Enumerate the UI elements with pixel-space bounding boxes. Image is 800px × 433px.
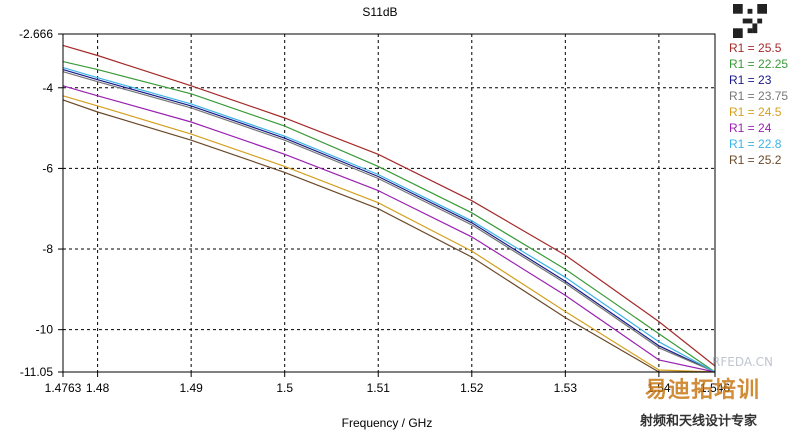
x-tick-label: 1.49 (179, 381, 203, 395)
series-line (62, 85, 716, 373)
legend-entry: R1 = 22.25 (729, 57, 788, 71)
watermark-brand: 易迪拓培训 (645, 378, 761, 403)
x-axis-ticks: 1.4763 1.48 1.49 1.5 1.51 1.52 1.53 1.54 1.546 (45, 372, 730, 395)
chart-title: S11dB (362, 5, 397, 19)
legend-entry: R1 = 22.8 (729, 137, 782, 151)
legend-entry: R1 = 23.75 (729, 89, 788, 103)
series-lines (62, 44, 716, 373)
legend-entry: R1 = 23 (729, 73, 772, 87)
y-tick-label: -11.05 (20, 365, 53, 379)
y-axis-ticks: -2.666 -4 -6 -8 -10 -11.05 (19, 27, 63, 379)
plot-area (63, 34, 715, 372)
x-tick-label: 1.52 (460, 381, 484, 395)
y-tick-label: -10 (36, 323, 54, 337)
series-line (62, 61, 716, 373)
legend-entry: R1 = 24.5 (729, 105, 782, 119)
legend-entry: R1 = 24 (729, 121, 772, 135)
x-tick-label: 1.53 (554, 381, 578, 395)
x-axis-title: Frequency / GHz (342, 416, 433, 430)
grid (63, 34, 715, 372)
watermark-slogan: 射频和天线设计专家 (640, 414, 758, 429)
y-tick-label: -8 (42, 242, 53, 256)
legend-entry: R1 = 25.2 (729, 153, 782, 167)
x-tick-label: 1.4763 (45, 381, 82, 395)
y-tick-label: -6 (42, 161, 53, 175)
series-line (62, 95, 716, 373)
x-tick-label: 1.5 (276, 381, 293, 395)
series-line (62, 71, 716, 373)
qr-code-icon (733, 4, 767, 38)
series-line (62, 69, 716, 373)
x-tick-label: 1.54 (647, 381, 671, 395)
y-tick-label: -2.666 (19, 27, 53, 41)
series-line (62, 99, 715, 373)
x-tick-label: 1.48 (86, 381, 110, 395)
legend-entry: R1 = 25.5 (729, 41, 782, 55)
legend: R1 = 25.5 R1 = 22.25 R1 = 23 R1 = 23.75 R1 =… (729, 41, 788, 167)
y-tick-label: -4 (42, 81, 53, 95)
series-line (62, 44, 716, 367)
series-line (62, 67, 716, 373)
x-tick-label: 1.546 (700, 381, 730, 395)
watermark-url: RFEDA.CN (712, 355, 774, 369)
plot-border (62, 33, 716, 373)
x-tick-label: 1.51 (367, 381, 391, 395)
